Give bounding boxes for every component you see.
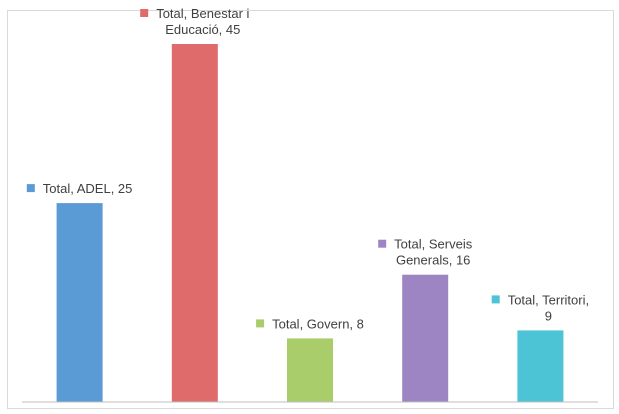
data-label-territori: Total, Territori, 9 bbox=[491, 292, 589, 323]
data-label-text-govern: Total, Govern, 8 bbox=[272, 316, 364, 331]
data-label-text-adel: Total, ADEL, 25 bbox=[43, 181, 133, 196]
legend-key-adel bbox=[26, 184, 35, 193]
data-label-text-territori: Total, Territori, 9 bbox=[508, 292, 589, 323]
data-label-line: Total, Benestar i bbox=[156, 6, 249, 21]
data-label-line: Generals, 16 bbox=[396, 253, 470, 268]
data-label-line: Total, ADEL, 25 bbox=[43, 181, 133, 196]
data-label-govern: Total, Govern, 8 bbox=[256, 316, 364, 331]
data-label-line: 9 bbox=[545, 308, 552, 323]
data-label-benestar: Total, Benestar i Educació, 45 bbox=[140, 6, 250, 37]
data-label-adel: Total, ADEL, 25 bbox=[26, 181, 133, 196]
legend-key-benestar bbox=[140, 9, 149, 17]
legend-key-serveis bbox=[378, 239, 387, 248]
bar-govern bbox=[287, 338, 333, 402]
bar-territori bbox=[517, 330, 564, 402]
data-label-serveis: Total, Serveis Generals, 16 bbox=[378, 237, 473, 268]
legend-key-govern bbox=[256, 319, 265, 328]
data-label-text-benestar: Total, Benestar i Educació, 45 bbox=[156, 6, 249, 37]
legend-key-territori bbox=[491, 295, 500, 304]
bars-layer bbox=[56, 44, 564, 402]
data-label-line: Total, Territori, bbox=[508, 292, 589, 307]
data-label-text-serveis: Total, Serveis Generals, 16 bbox=[394, 237, 473, 268]
bar-benestar bbox=[171, 44, 218, 402]
bar-adel bbox=[56, 203, 103, 402]
bar-serveis bbox=[402, 274, 449, 402]
data-label-line: Total, Govern, 8 bbox=[272, 316, 364, 331]
data-label-line: Educació, 45 bbox=[165, 22, 240, 37]
labels-layer: Total, ADEL, 25 Total, Benestar i Educació… bbox=[26, 6, 589, 331]
data-label-line: Total, Serveis bbox=[394, 237, 473, 252]
